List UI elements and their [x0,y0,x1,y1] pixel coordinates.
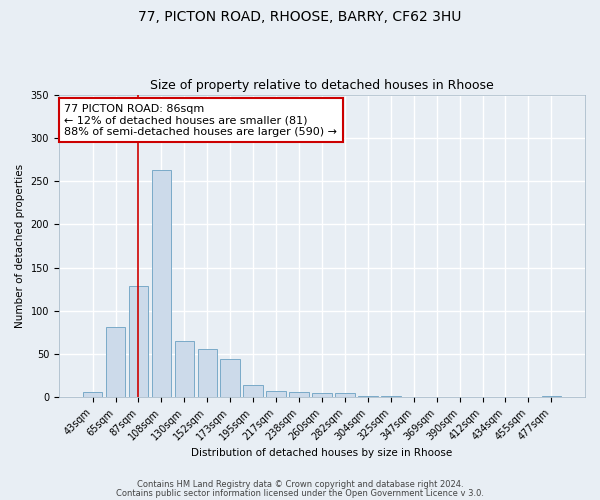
Y-axis label: Number of detached properties: Number of detached properties [15,164,25,328]
Text: 77 PICTON ROAD: 86sqm
← 12% of detached houses are smaller (81)
88% of semi-deta: 77 PICTON ROAD: 86sqm ← 12% of detached … [64,104,337,137]
Text: 77, PICTON ROAD, RHOOSE, BARRY, CF62 3HU: 77, PICTON ROAD, RHOOSE, BARRY, CF62 3HU [139,10,461,24]
Bar [83,392,103,398]
Bar [197,349,217,398]
Text: Contains public sector information licensed under the Open Government Licence v : Contains public sector information licen… [116,489,484,498]
Bar [106,327,125,398]
Bar [152,170,171,398]
Bar [335,393,355,398]
Bar [128,286,148,398]
Text: Contains HM Land Registry data © Crown copyright and database right 2024.: Contains HM Land Registry data © Crown c… [137,480,463,489]
Bar [381,396,401,398]
Bar [358,396,377,398]
Bar [244,385,263,398]
Title: Size of property relative to detached houses in Rhoose: Size of property relative to detached ho… [150,79,494,92]
Bar [542,396,561,398]
Bar [289,392,309,398]
Bar [266,392,286,398]
Bar [312,393,332,398]
Bar [175,341,194,398]
X-axis label: Distribution of detached houses by size in Rhoose: Distribution of detached houses by size … [191,448,452,458]
Bar [220,359,240,398]
